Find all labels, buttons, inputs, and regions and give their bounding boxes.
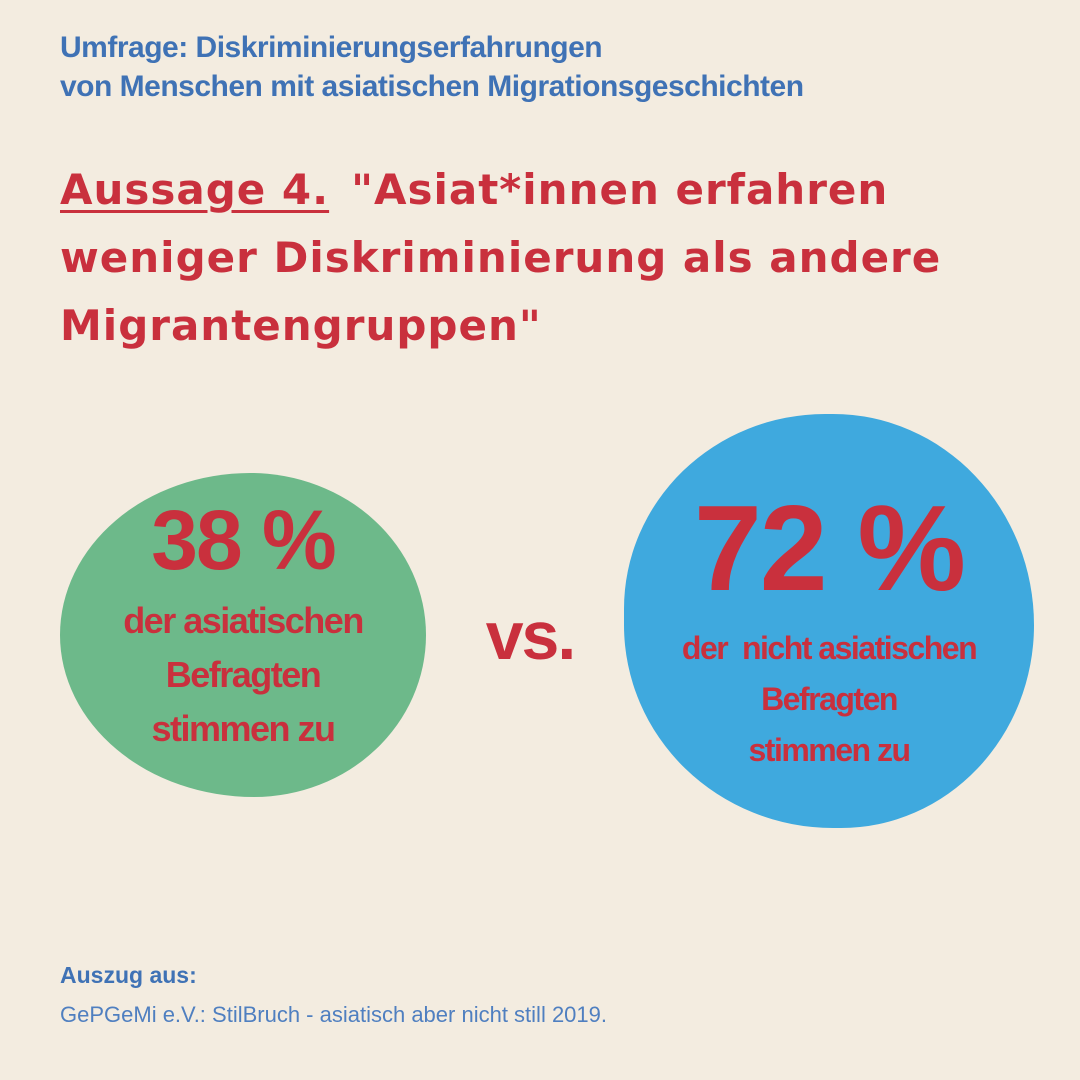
survey-title-line-1: Umfrage: Diskriminierungserfahrungen	[60, 31, 603, 64]
source-citation: GePGeMi e.V.: StilBruch - asiatisch aber…	[60, 1002, 607, 1027]
asian-caption-line-1: der asiatischen	[123, 600, 364, 641]
versus-label: vs.	[485, 598, 577, 674]
non-asian-percentage: 72 %	[693, 480, 966, 616]
statement-heading: Aussage 4. "Asiat*innen erfahren weniger …	[60, 156, 1050, 360]
asian-respondents-stat: 38 % der asiatischen Befragten stimmen z…	[60, 492, 426, 750]
asian-caption-line-3: stimmen zu	[151, 708, 336, 749]
survey-title-line-2: von Menschen mit asiatischen Migrationsg…	[60, 70, 804, 103]
green-circle	[60, 473, 426, 797]
asian-caption-line-2: Befragten	[165, 654, 322, 695]
non-asian-caption-line-2: Befragten	[761, 681, 898, 717]
source-label: Auszug aus:	[60, 962, 197, 988]
non-asian-respondents-stat: 72 % der nicht asiatischen Befragten sti…	[624, 478, 1034, 771]
asian-percentage: 38 %	[151, 493, 336, 587]
survey-title: Umfrage: Diskriminierungserfahrungen von…	[60, 28, 1040, 106]
blue-circle	[624, 414, 1034, 828]
non-asian-caption-line-3: stimmen zu	[748, 732, 911, 768]
statement-line-1: Aussage 4. "Asiat*innen erfahren	[60, 156, 1050, 224]
statement-label: Aussage 4.	[60, 165, 330, 214]
statement-quote-start: "Asiat*innen erfahren	[351, 165, 889, 214]
statement-line-3: Migrantengruppen"	[60, 301, 542, 350]
non-asian-caption-line-1: der nicht asiatischen	[681, 630, 978, 666]
statement-line-2: weniger Diskriminierung als andere	[60, 233, 942, 282]
